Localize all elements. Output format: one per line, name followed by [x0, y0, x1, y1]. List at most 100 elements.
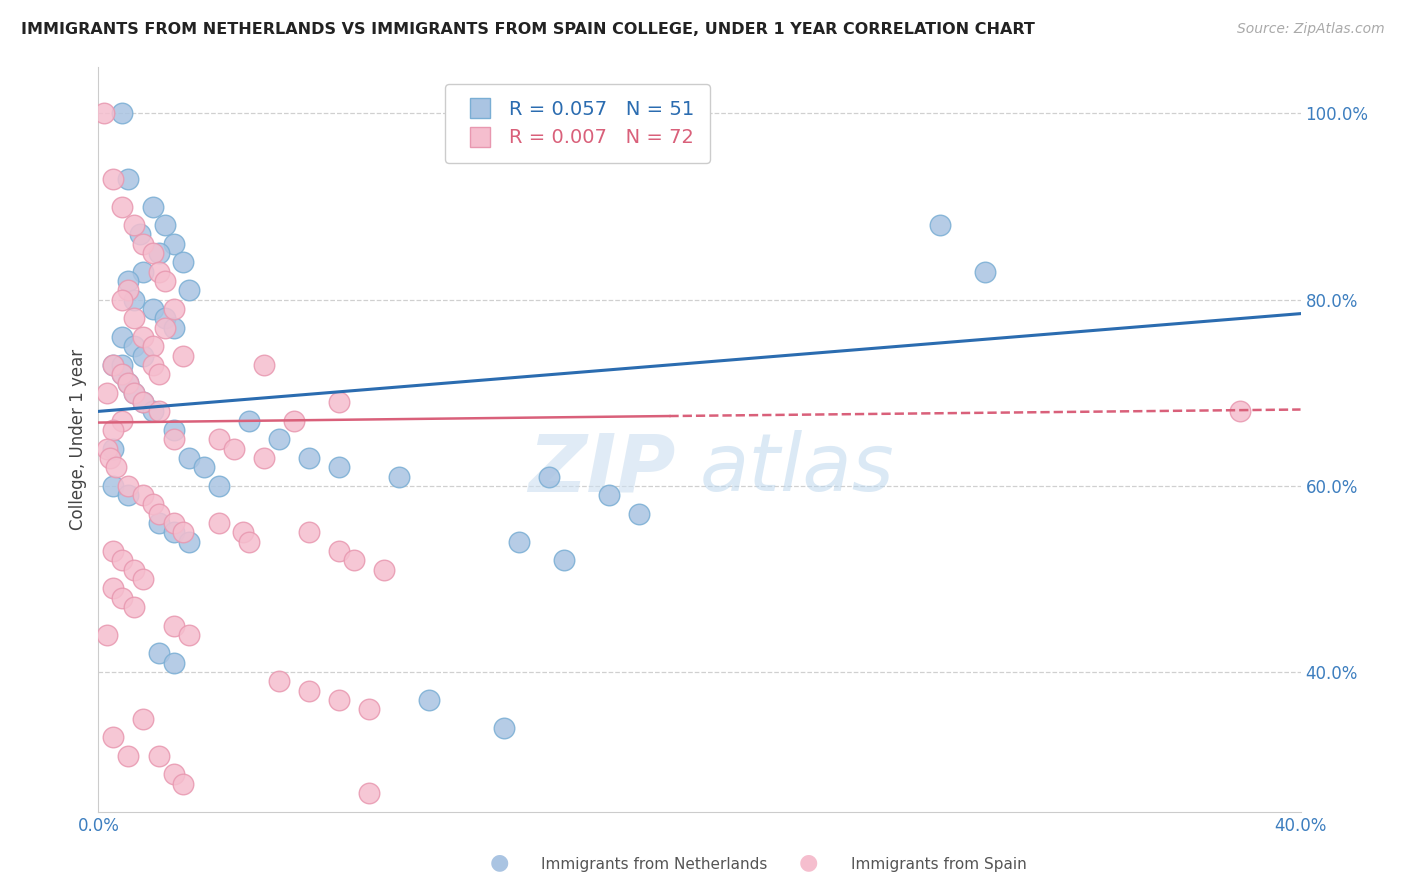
- Point: [124, 218, 146, 232]
- Point: [111, 106, 134, 120]
- Point: [628, 507, 651, 521]
- Point: [132, 349, 155, 363]
- Point: [162, 618, 184, 632]
- Point: [148, 367, 170, 381]
- Text: ●: ●: [489, 853, 509, 872]
- Point: [111, 330, 134, 344]
- Point: [357, 702, 380, 716]
- Point: [162, 656, 184, 670]
- Point: [103, 423, 125, 437]
- Point: [103, 442, 125, 456]
- Point: [208, 516, 231, 530]
- Point: [132, 236, 155, 251]
- Point: [132, 712, 155, 726]
- Point: [141, 246, 163, 260]
- Point: [132, 572, 155, 586]
- Point: [388, 469, 411, 483]
- Point: [148, 647, 170, 661]
- Point: [357, 786, 380, 800]
- Legend: R = 0.057   N = 51, R = 0.007   N = 72: R = 0.057 N = 51, R = 0.007 N = 72: [444, 84, 710, 163]
- Point: [162, 516, 184, 530]
- Point: [328, 693, 350, 707]
- Point: [141, 498, 163, 512]
- Point: [111, 414, 134, 428]
- Point: [328, 460, 350, 475]
- Point: [373, 563, 395, 577]
- Point: [148, 507, 170, 521]
- Point: [148, 516, 170, 530]
- Point: [974, 265, 997, 279]
- Text: Immigrants from Netherlands: Immigrants from Netherlands: [541, 857, 768, 872]
- Point: [148, 404, 170, 418]
- Point: [298, 525, 321, 540]
- Point: [93, 106, 115, 120]
- Point: [124, 599, 146, 614]
- Text: ZIP: ZIP: [529, 430, 675, 508]
- Point: [153, 218, 176, 232]
- Point: [124, 339, 146, 353]
- Point: [238, 534, 260, 549]
- Y-axis label: College, Under 1 year: College, Under 1 year: [69, 349, 87, 530]
- Point: [117, 748, 139, 763]
- Point: [100, 450, 122, 465]
- Point: [162, 301, 184, 316]
- Point: [141, 358, 163, 372]
- Point: [141, 200, 163, 214]
- Point: [117, 274, 139, 288]
- Point: [253, 450, 276, 465]
- Point: [172, 255, 194, 269]
- Point: [298, 450, 321, 465]
- Point: [117, 376, 139, 391]
- Point: [328, 544, 350, 558]
- Point: [129, 227, 152, 242]
- Point: [177, 628, 200, 642]
- Point: [111, 200, 134, 214]
- Point: [598, 488, 620, 502]
- Point: [117, 479, 139, 493]
- Point: [193, 460, 215, 475]
- Point: [132, 265, 155, 279]
- Point: [298, 683, 321, 698]
- Point: [103, 544, 125, 558]
- Point: [162, 236, 184, 251]
- Point: [328, 395, 350, 409]
- Point: [1229, 404, 1251, 418]
- Point: [162, 767, 184, 781]
- Point: [153, 274, 176, 288]
- Point: [124, 563, 146, 577]
- Point: [141, 301, 163, 316]
- Point: [124, 293, 146, 307]
- Point: [103, 730, 125, 744]
- Point: [343, 553, 366, 567]
- Point: [162, 433, 184, 447]
- Point: [103, 479, 125, 493]
- Point: [124, 385, 146, 400]
- Point: [103, 171, 125, 186]
- Point: [105, 460, 128, 475]
- Point: [124, 385, 146, 400]
- Text: Source: ZipAtlas.com: Source: ZipAtlas.com: [1237, 22, 1385, 37]
- Point: [111, 367, 134, 381]
- Point: [148, 748, 170, 763]
- Point: [508, 534, 530, 549]
- Point: [111, 358, 134, 372]
- Point: [96, 442, 118, 456]
- Point: [148, 246, 170, 260]
- Point: [162, 320, 184, 334]
- Text: Immigrants from Spain: Immigrants from Spain: [851, 857, 1026, 872]
- Point: [111, 367, 134, 381]
- Point: [267, 674, 290, 689]
- Point: [103, 358, 125, 372]
- Point: [208, 479, 231, 493]
- Point: [132, 488, 155, 502]
- Point: [538, 469, 561, 483]
- Point: [177, 284, 200, 298]
- Point: [267, 433, 290, 447]
- Point: [253, 358, 276, 372]
- Point: [283, 414, 305, 428]
- Point: [494, 721, 516, 735]
- Point: [132, 395, 155, 409]
- Text: IMMIGRANTS FROM NETHERLANDS VS IMMIGRANTS FROM SPAIN COLLEGE, UNDER 1 YEAR CORRE: IMMIGRANTS FROM NETHERLANDS VS IMMIGRANT…: [21, 22, 1035, 37]
- Point: [418, 693, 440, 707]
- Point: [232, 525, 254, 540]
